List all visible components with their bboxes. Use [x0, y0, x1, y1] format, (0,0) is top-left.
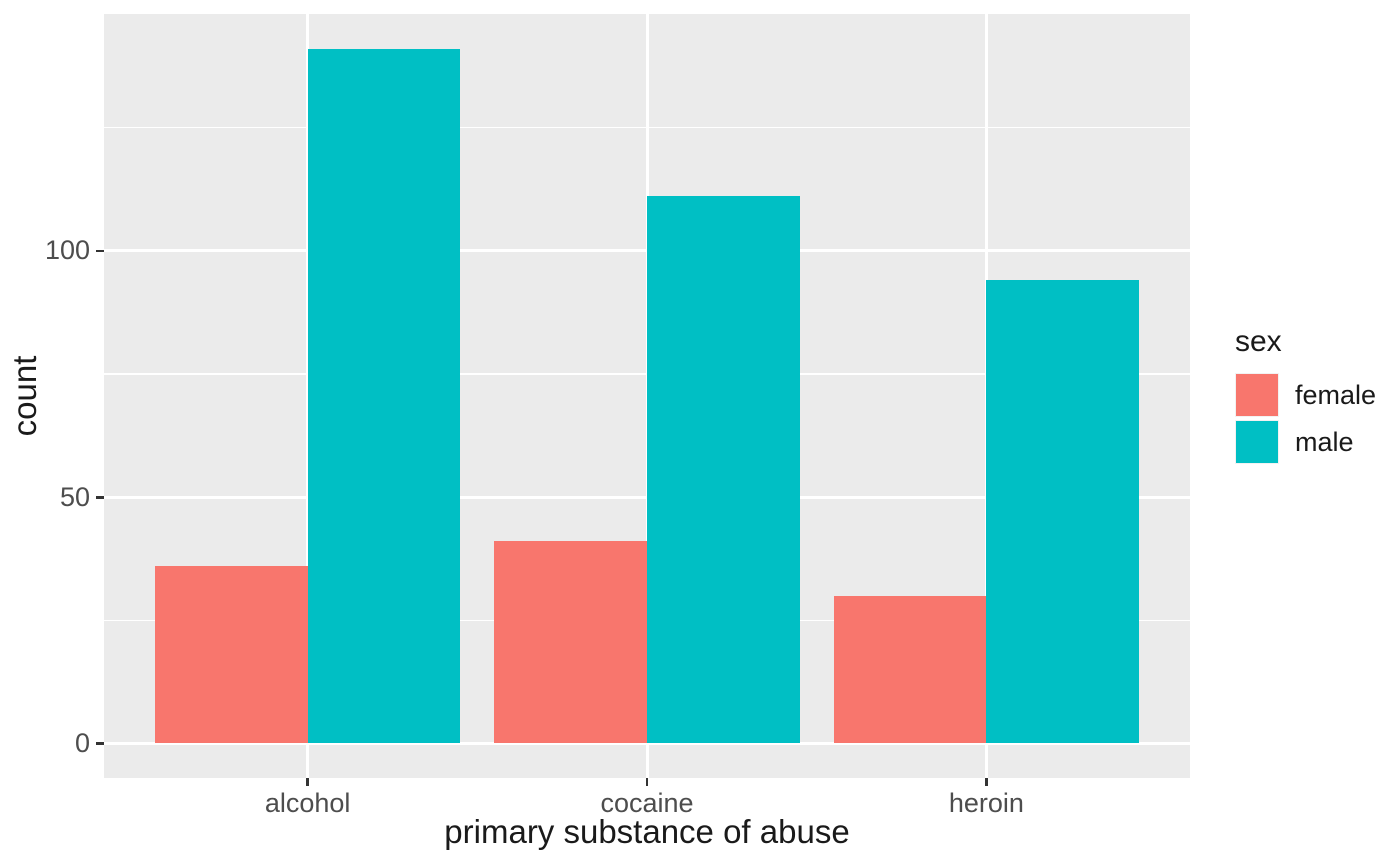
- bar-female-cocaine: [494, 541, 647, 744]
- legend-key-swatch-female: [1235, 373, 1279, 417]
- x-axis-tick-label-heroin: heroin: [948, 788, 1024, 818]
- y-axis-title-text: count: [6, 355, 43, 437]
- legend-items: female male: [1235, 373, 1376, 464]
- x-axis-tick-mark: [985, 778, 988, 786]
- y-axis-tick-label: 50: [59, 481, 90, 512]
- y-axis-tick-mark: [96, 249, 104, 253]
- bar-female-alcohol: [154, 566, 308, 744]
- plot-panel: [104, 14, 1190, 778]
- bar-male-cocaine: [647, 196, 800, 744]
- legend-key-swatch-male: [1235, 420, 1279, 464]
- x-axis-tick-label-alcohol: alcohol: [264, 788, 351, 818]
- legend: sex female male: [1235, 326, 1376, 467]
- x-axis-title: primary substance of abuse: [444, 813, 850, 850]
- y-axis-tick-mark: [96, 742, 104, 745]
- bar-female-heroin: [833, 595, 987, 744]
- legend-item-label: female: [1295, 379, 1377, 410]
- bar-male-alcohol: [307, 48, 461, 744]
- legend-title: sex: [1235, 325, 1282, 358]
- x-axis-tick-label-cocaine: cocaine: [600, 788, 694, 818]
- x-axis-tick-mark: [645, 778, 649, 786]
- bar-male-heroin: [986, 280, 1140, 744]
- legend-item-male: male: [1235, 420, 1376, 464]
- y-axis-tick-label: 0: [74, 727, 90, 758]
- legend-item-female: female: [1235, 373, 1376, 417]
- y-axis-tick-label: 100: [44, 235, 90, 266]
- legend-item-label: male: [1295, 426, 1354, 457]
- y-axis-tick-mark: [96, 496, 104, 499]
- x-axis-tick-mark: [306, 778, 309, 786]
